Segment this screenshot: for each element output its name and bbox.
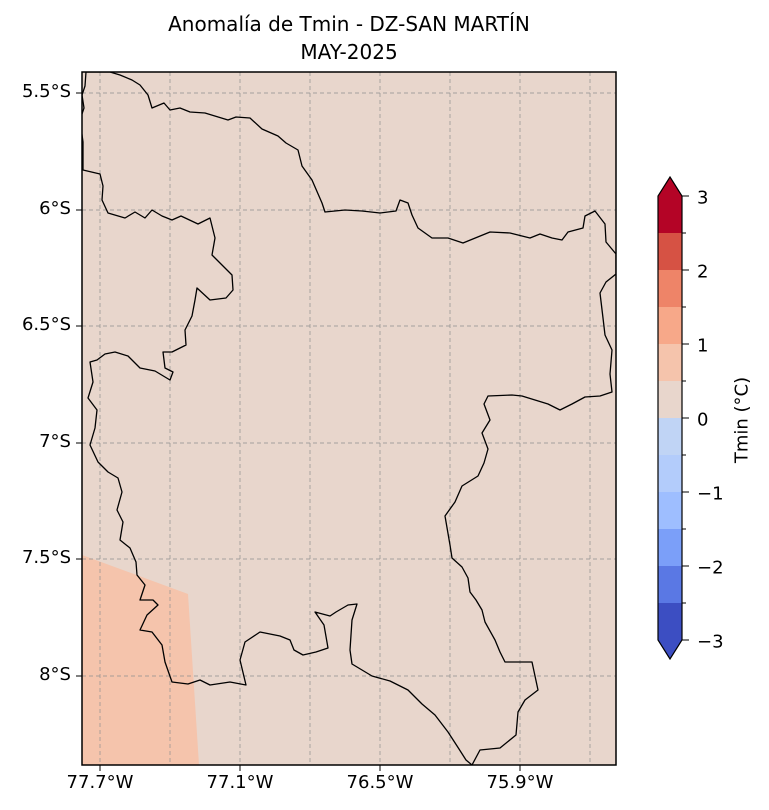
y-tick-label: 7°S: [39, 431, 71, 452]
colorbar-bin-2.5-3: [658, 196, 682, 234]
y-tick-label: 6°S: [39, 198, 71, 219]
colorbar-bin-neg2-neg1.5: [658, 529, 682, 567]
y-axis-ticks: [76, 92, 82, 677]
colorbar-tick-label: 2: [697, 261, 709, 283]
colorbar-bin-1.5-2: [658, 270, 682, 308]
map-title: Anomalía de Tmin - DZ-SAN MARTÍN: [168, 12, 530, 36]
colorbar-tick-label: −3: [697, 631, 724, 653]
colorbar-tick-label: −1: [697, 483, 724, 505]
colorbar-tick-label: 3: [697, 187, 709, 209]
x-tick-label: 77.1°W: [206, 772, 274, 793]
colorbar-bin-neg0.5-0: [658, 418, 682, 456]
colorbar-tick-label: 0: [697, 409, 709, 431]
colorbar-bin-neg3-neg2.5: [658, 603, 682, 640]
colorbar-extend-top: [658, 177, 682, 196]
y-tick-label: 5.5°S: [21, 81, 71, 102]
y-tick-label: 8°S: [39, 664, 71, 685]
colorbar-bin-neg1.5-neg1: [658, 492, 682, 530]
y-tick-label: 7.5°S: [21, 547, 71, 568]
colorbar-bin-0.5-1: [658, 344, 682, 382]
colorbar-bin-0-0.5: [658, 381, 682, 419]
colorbar-bin-2-2.5: [658, 233, 682, 271]
colorbar-extend-bottom: [658, 640, 682, 659]
colorbar-bin-neg1-neg0.5: [658, 455, 682, 493]
colorbar-tick-label: 1: [697, 335, 709, 357]
colorbar-title: Tmin (°C): [731, 376, 753, 464]
x-tick-label: 76.5°W: [346, 772, 414, 793]
x-tick-label: 77.7°W: [66, 772, 134, 793]
map-frame: [81, 71, 617, 766]
graticule: [82, 72, 616, 765]
map-subtitle: MAY-2025: [300, 40, 398, 64]
colorbar-bin-1-1.5: [658, 307, 682, 345]
x-axis-ticks: [99, 765, 521, 771]
region-border: [82, 72, 616, 765]
y-tick-label: 6.5°S: [21, 314, 71, 335]
colorbar-tick-label: −2: [697, 557, 724, 579]
x-tick-label: 75.9°W: [486, 772, 554, 793]
colorbar-bin-neg2.5-neg2: [658, 566, 682, 604]
colorbar-ticks: [682, 195, 689, 641]
colorbar: [657, 175, 689, 661]
